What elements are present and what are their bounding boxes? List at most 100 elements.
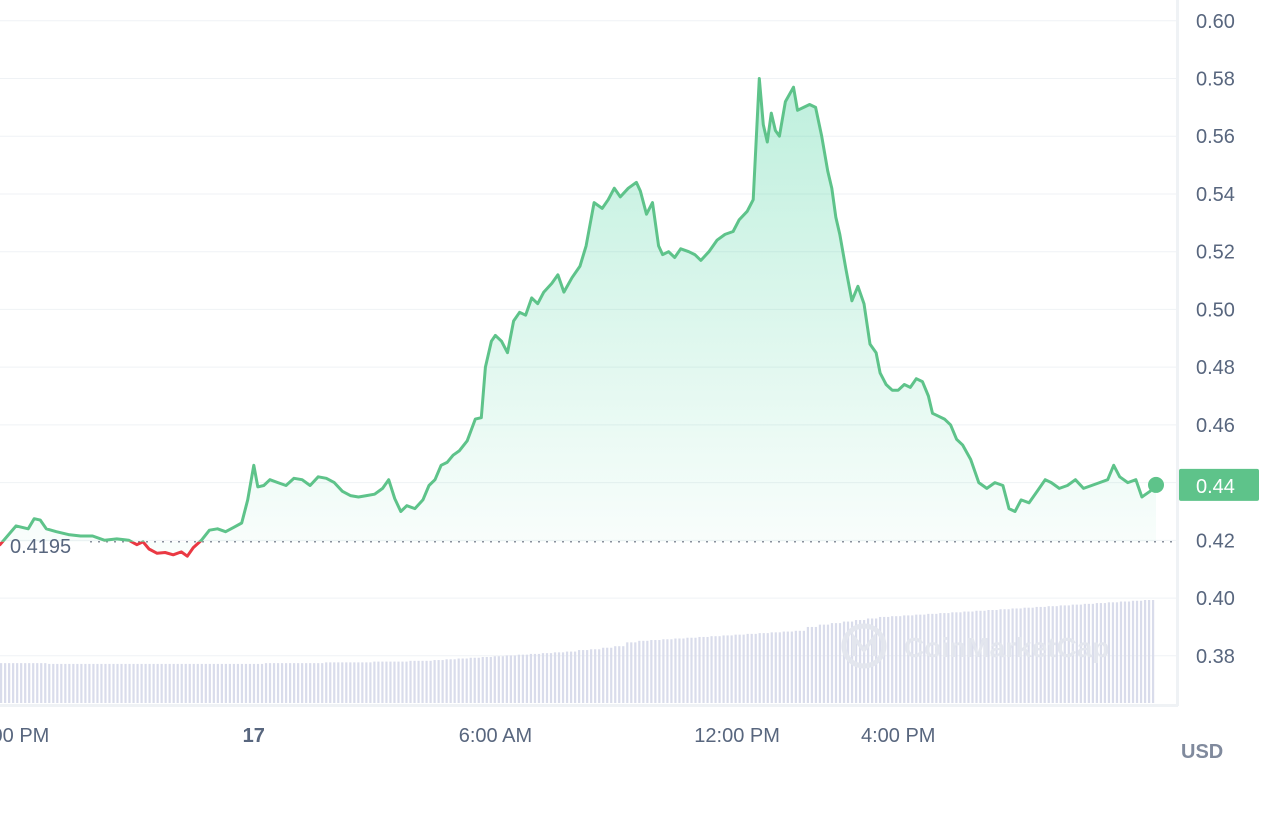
volume-bar [413, 660, 416, 703]
volume-bar [838, 623, 842, 703]
volume-bar [441, 660, 444, 703]
volume-bar [634, 642, 637, 703]
volume-bar [1119, 601, 1123, 703]
y-tick-label: 0.58 [1196, 69, 1235, 91]
volume-bar [200, 663, 203, 703]
volume-bar [858, 620, 862, 703]
volume-bar [638, 640, 641, 703]
volume-bar [1035, 606, 1038, 703]
volume-bar [1107, 602, 1111, 703]
volume-bar [714, 636, 717, 703]
volume-bar [943, 613, 946, 703]
volume-bar [489, 656, 492, 703]
volume-bar [377, 661, 380, 703]
chart-right-border [1176, 0, 1179, 706]
volume-bar [148, 663, 151, 703]
volume-bar [561, 652, 565, 703]
volume-bar [20, 663, 23, 703]
volume-bar [678, 638, 681, 703]
volume-bar [798, 630, 801, 703]
volume-bar [232, 663, 236, 703]
volume-bar [80, 663, 83, 703]
volume-bar [598, 649, 601, 703]
volume-bar [116, 663, 119, 703]
volume-bar [1127, 601, 1131, 703]
volume-bar [1143, 600, 1147, 703]
current-price-dot[interactable] [1148, 476, 1164, 493]
volume-bar [264, 663, 268, 703]
volume-bar [469, 657, 472, 703]
volume-bar [1051, 606, 1054, 703]
volume-bar [68, 663, 71, 703]
volume-bar [196, 663, 199, 703]
volume-bar [1039, 606, 1042, 703]
volume-bar [184, 663, 187, 703]
volume-bar [192, 663, 195, 703]
volume-bar [1007, 609, 1010, 703]
reference-price-label: 0.4195 [10, 536, 71, 558]
volume-bar [738, 634, 741, 703]
volume-bar [136, 663, 139, 703]
volume-bar [445, 659, 448, 703]
volume-bar [822, 624, 826, 703]
x-tick-label: 12:00 PM [694, 725, 780, 747]
volume-bar [180, 663, 183, 703]
volume-bar [409, 660, 412, 703]
volume-bar [501, 656, 504, 703]
volume-bar [726, 635, 729, 703]
volume-bar [545, 653, 549, 703]
volume-bar [846, 621, 850, 703]
volume-bar [465, 658, 468, 703]
volume-bar [505, 655, 508, 703]
volume-bar [578, 650, 581, 703]
volume-bar [301, 663, 304, 703]
volume-bar [449, 659, 452, 703]
volume-bar [778, 632, 781, 703]
volume-bar [529, 653, 533, 703]
volume-bar [537, 653, 541, 703]
volume-bar [461, 658, 464, 703]
volume-bar [240, 663, 244, 703]
volume-bar [260, 663, 264, 703]
volume-bar [12, 663, 15, 703]
volume-bar [425, 660, 428, 703]
y-tick-label: 0.48 [1196, 357, 1235, 379]
current-price-label: 0.44 [1196, 476, 1235, 498]
volume-bar [36, 663, 39, 703]
volume-bar [569, 651, 573, 703]
volume-bar [220, 663, 223, 703]
volume-bar [517, 654, 520, 703]
y-tick-label: 0.52 [1196, 242, 1235, 264]
volume-bar [1139, 600, 1143, 703]
volume-bar [794, 630, 797, 703]
volume-bar [313, 663, 316, 703]
volume-bar [188, 663, 191, 703]
volume-bar [357, 662, 360, 703]
volume-bar [224, 663, 227, 703]
volume-bar [927, 613, 930, 703]
volume-bar [64, 663, 67, 703]
volume-bar [56, 663, 59, 703]
volume-bar [1031, 607, 1034, 703]
volume-bar [642, 640, 645, 703]
y-tick-label: 0.40 [1196, 588, 1235, 610]
volume-bar [256, 663, 260, 703]
volume-bar [810, 626, 814, 703]
volume-bar [718, 636, 721, 703]
volume-bar [341, 662, 344, 703]
volume-bar [92, 663, 95, 703]
volume-bar [108, 663, 111, 703]
volume-bar [28, 663, 31, 703]
y-tick-label: 0.46 [1196, 415, 1235, 437]
volume-bar [24, 663, 27, 703]
volume-bar [337, 662, 340, 703]
volume-bar [626, 642, 629, 703]
volume-bar [549, 653, 553, 703]
volume-bar [754, 633, 757, 703]
volume-bar [842, 621, 846, 703]
volume-bar [533, 653, 537, 703]
volume-bar [565, 651, 569, 703]
coinmarketcap-logo-icon [841, 623, 887, 669]
